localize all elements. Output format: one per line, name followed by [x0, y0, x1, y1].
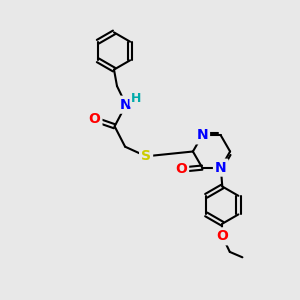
Text: O: O	[175, 162, 187, 176]
Text: S: S	[141, 149, 151, 163]
Text: N: N	[196, 128, 208, 142]
Text: O: O	[88, 112, 101, 126]
Text: N: N	[215, 160, 226, 175]
Text: H: H	[131, 92, 142, 105]
Text: O: O	[216, 229, 228, 243]
Text: N: N	[120, 98, 132, 112]
